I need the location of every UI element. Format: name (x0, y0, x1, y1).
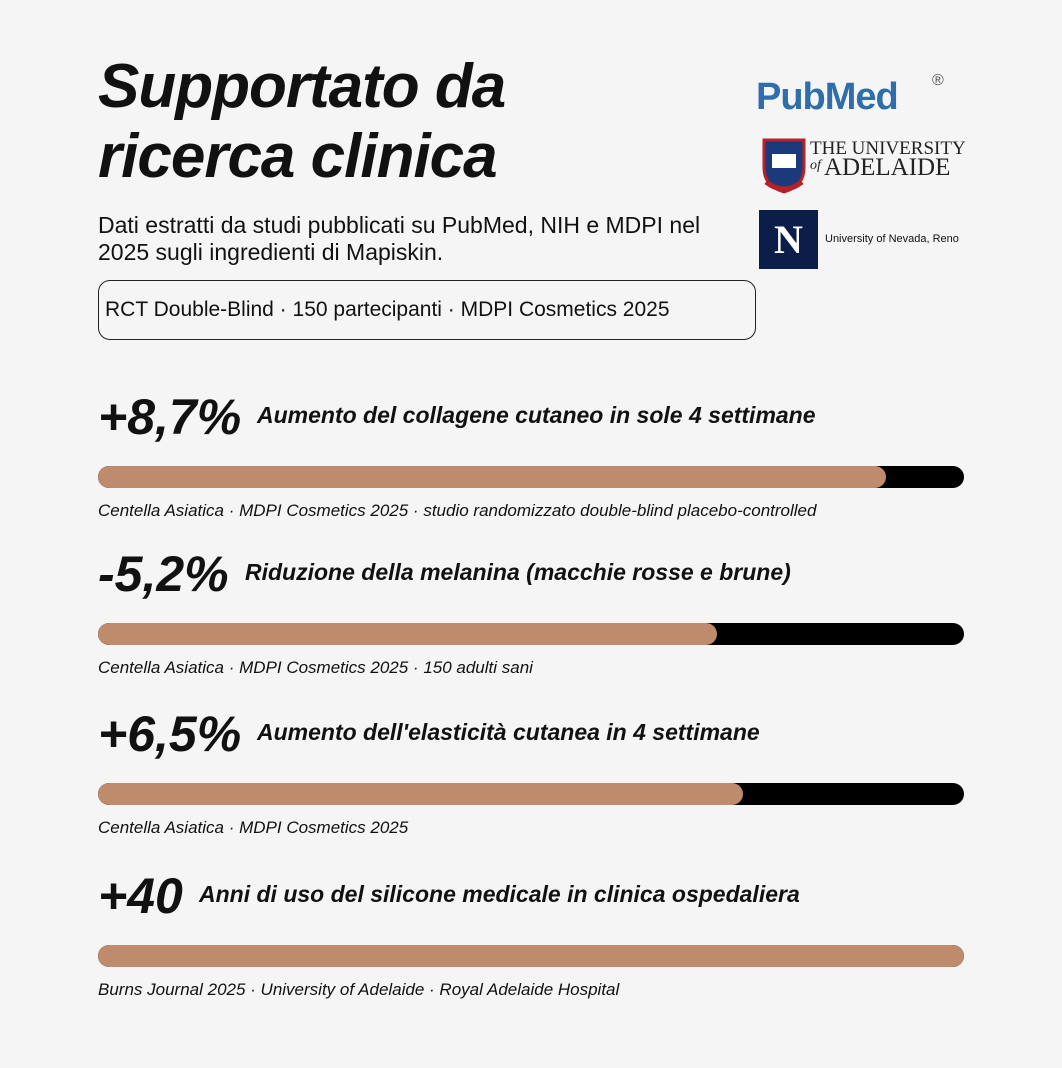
nevada-name: University of Nevada, Reno (825, 233, 959, 245)
source: Centella Asiatica · MDPI Cosmetics 2025 … (98, 658, 533, 677)
registered-mark: ® (932, 72, 944, 89)
progress-fill (98, 945, 964, 967)
stat-label: Anni di uso del silicone medicale in cli… (199, 881, 800, 907)
source: Burns Journal 2025 · University of Adela… (98, 980, 620, 999)
stat-label: Aumento del collagene cutaneo in sole 4 … (257, 402, 816, 428)
progress-fill (98, 783, 744, 805)
title: Supportato da ricerca clinica (98, 52, 506, 191)
adelaide-line-2: ADELAIDE (824, 154, 951, 181)
stat-label: Aumento dell'elasticità cutanea in 4 set… (257, 719, 760, 745)
subtitle: Dati estratti da studi pubblicati su Pub… (98, 212, 701, 265)
stat-value: +6,5% (98, 706, 242, 762)
progress-track (98, 623, 964, 645)
stat-value: +8,7% (98, 389, 242, 445)
nevada-logo: N (759, 210, 818, 269)
adelaide-of: of (810, 158, 821, 173)
adelaide-crest (762, 138, 806, 194)
adelaide-line-1: THE UNIVERSITY (810, 138, 966, 159)
progress-fill (98, 623, 718, 645)
stat-value: +40 (98, 868, 183, 924)
study-badge: RCT Double-Blind · 150 partecipanti · MD… (98, 280, 756, 340)
source: Centella Asiatica · MDPI Cosmetics 2025 (98, 818, 409, 837)
pubmed-logo: PubMed (756, 76, 899, 118)
stat-label: Riduzione della melanina (macchie rosse … (245, 559, 791, 585)
progress-track (98, 466, 964, 488)
stat-value: -5,2% (98, 546, 229, 602)
progress-track (98, 945, 964, 967)
source: Centella Asiatica · MDPI Cosmetics 2025 … (98, 501, 817, 520)
progress-track (98, 783, 964, 805)
progress-fill (98, 466, 887, 488)
